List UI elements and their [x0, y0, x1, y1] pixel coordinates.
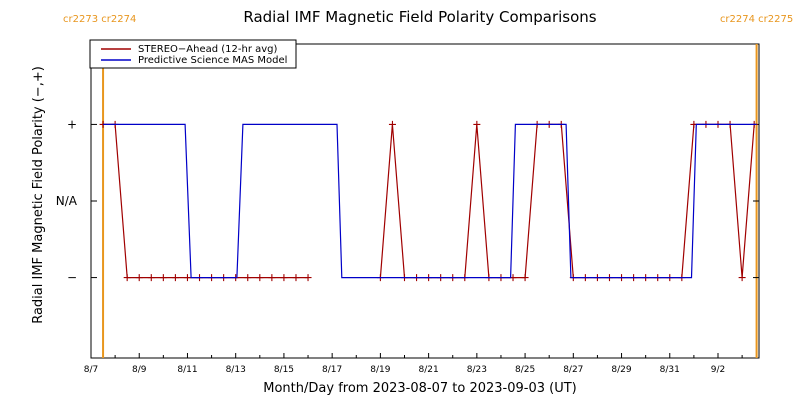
series-layer [99, 120, 758, 282]
stereo-data-point [183, 274, 191, 282]
x-tick-label: 8/31 [660, 365, 680, 375]
carrington-markers [102, 44, 758, 358]
x-tick-label: 8/17 [322, 365, 342, 375]
stereo-data-point [171, 274, 179, 282]
stereo-data-point [123, 274, 131, 282]
y-tick-label: − [67, 271, 77, 285]
legend-label-mas-model: Predictive Science MAS Model [138, 55, 287, 66]
stereo-data-point [304, 274, 312, 282]
x-tick-label: 8/27 [563, 365, 583, 375]
carrington-marker-label: cr2274 cr2275 [720, 14, 793, 25]
stereo-data-point [147, 274, 155, 282]
stereo-data-point [473, 120, 481, 128]
y-axis: + N/A − [56, 117, 759, 285]
y-axis-label: Radial IMF Magnetic Field Polarity (−,+) [31, 66, 46, 324]
stereo-data-point [280, 274, 288, 282]
x-tick-label: 8/23 [467, 365, 487, 375]
x-tick-label: 8/13 [226, 365, 246, 375]
stereo-data-point [256, 274, 264, 282]
x-tick-label: 8/11 [177, 365, 197, 375]
x-tick-label: 8/29 [611, 365, 631, 375]
stereo-data-point [292, 274, 300, 282]
plot-frame [90, 43, 760, 359]
chart-title: Radial IMF Magnetic Field Polarity Compa… [243, 8, 596, 26]
carrington-marker-label: cr2273 cr2274 [63, 14, 136, 25]
stereo-data-point [135, 274, 143, 282]
x-tick-label: 8/25 [515, 365, 535, 375]
x-tick-label: 8/15 [274, 365, 294, 375]
stereo-data-point [388, 120, 396, 128]
stereo-data-point [738, 274, 746, 282]
mas-model-line [103, 123, 757, 279]
legend-box [89, 39, 297, 69]
stereo-ahead-line [103, 123, 308, 279]
y-tick-label: N/A [56, 194, 78, 208]
stereo-data-point [159, 274, 167, 282]
x-tick-label: 8/21 [419, 365, 439, 375]
x-tick-label: 9/2 [711, 365, 725, 375]
legend-label-stereo: STEREO−Ahead (12-hr avg) [138, 44, 278, 55]
x-tick-label: 8/19 [370, 365, 390, 375]
x-axis: 8/7 8/9 8/11 8/13 8/15 8/17 8/19 8/21 8/23 8/25 8/… [84, 353, 743, 375]
legend: STEREO−Ahead (12-hr avg) Predictive Scie… [89, 39, 297, 69]
x-tick-label: 8/7 [84, 365, 98, 375]
y-tick-label: + [67, 117, 77, 131]
stereo-data-point [244, 274, 252, 282]
x-tick-label: 8/9 [132, 365, 147, 375]
carrington-rotation-labels: cr2273 cr2274 cr2274 cr2275 [63, 14, 793, 25]
stereo-data-point [268, 274, 276, 282]
stereo-data-point [521, 274, 529, 282]
x-axis-label: Month/Day from 2023-08-07 to 2023-09-03 … [263, 381, 576, 396]
